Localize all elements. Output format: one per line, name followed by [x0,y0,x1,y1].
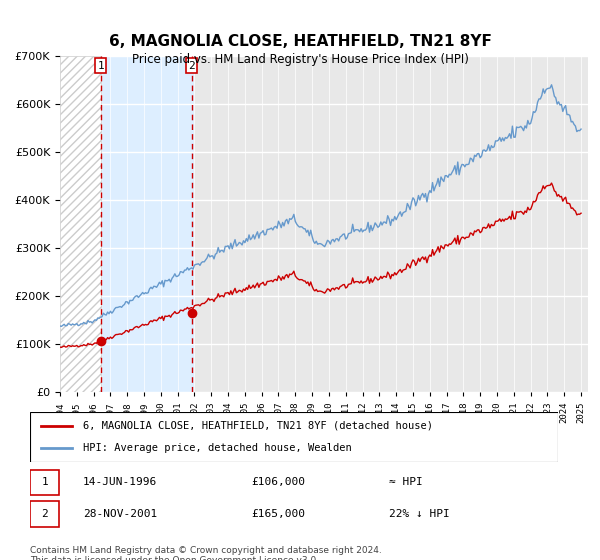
Text: 1: 1 [41,477,48,487]
Text: 1: 1 [97,60,104,71]
Text: 14-JUN-1996: 14-JUN-1996 [83,477,157,487]
Bar [101,56,193,392]
FancyBboxPatch shape [30,501,59,526]
Text: ≈ HPI: ≈ HPI [389,477,423,487]
FancyBboxPatch shape [30,412,558,462]
Text: £165,000: £165,000 [252,509,306,519]
Text: 2: 2 [188,60,195,71]
Text: 2: 2 [41,509,48,519]
Text: 28-NOV-2001: 28-NOV-2001 [83,509,157,519]
Text: 6, MAGNOLIA CLOSE, HEATHFIELD, TN21 8YF (detached house): 6, MAGNOLIA CLOSE, HEATHFIELD, TN21 8YF … [83,421,433,431]
Text: Price paid vs. HM Land Registry's House Price Index (HPI): Price paid vs. HM Land Registry's House … [131,53,469,66]
Text: 6, MAGNOLIA CLOSE, HEATHFIELD, TN21 8YF: 6, MAGNOLIA CLOSE, HEATHFIELD, TN21 8YF [109,34,491,49]
Bar [60,56,101,392]
Bar [60,56,101,392]
Text: Contains HM Land Registry data © Crown copyright and database right 2024.
This d: Contains HM Land Registry data © Crown c… [30,546,382,560]
Text: 22% ↓ HPI: 22% ↓ HPI [389,509,450,519]
Text: £106,000: £106,000 [252,477,306,487]
FancyBboxPatch shape [30,469,59,495]
Text: HPI: Average price, detached house, Wealden: HPI: Average price, detached house, Weal… [83,443,352,453]
